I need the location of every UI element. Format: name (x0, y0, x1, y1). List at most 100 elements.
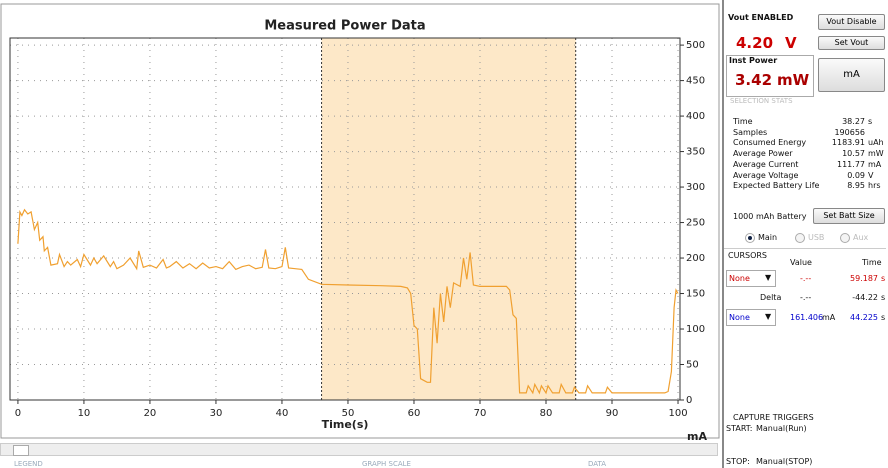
cursor-value: 161.406 (790, 313, 824, 322)
y-tick-label: 400 (686, 111, 705, 122)
radio-label: Main (758, 233, 778, 242)
stat-label: Average Voltage (733, 170, 799, 180)
chart-title: Measured Power Data (264, 19, 425, 34)
stat-unit: mW (868, 149, 884, 159)
dropdown[interactable]: None ▼ (726, 270, 776, 287)
dropdown-text: None (729, 274, 750, 283)
radio-label: USB (808, 233, 825, 242)
cursor-value: -.-- (800, 274, 812, 283)
cursor-time: 59.187 (850, 274, 878, 283)
scroll-thumb[interactable] (13, 445, 29, 456)
inst-power-value: 3.42 (735, 71, 773, 89)
tab[interactable]: DATA (588, 460, 607, 468)
start-value: Manual(Run) (756, 424, 807, 433)
y-tick-label: 450 (686, 76, 705, 87)
data-line (17, 208, 679, 395)
stat-value: 0.09 (847, 170, 865, 180)
time-unit: s (881, 274, 886, 283)
inst-power-box (726, 55, 814, 97)
caret: ▼ (765, 312, 772, 321)
stop-label: STOP: (726, 457, 750, 466)
stat-value: 8.95 (847, 181, 865, 191)
x-tick-label: 70 (474, 408, 487, 419)
cursor-time: 44.225 (850, 313, 878, 322)
inst-power-label: Inst Power (729, 56, 778, 65)
y-tick-label: 500 (686, 40, 705, 51)
y-tick-label: 300 (686, 182, 705, 193)
y-unit: mA (687, 430, 707, 440)
stat-value: 10.57 (842, 149, 865, 159)
button[interactable]: mA (818, 58, 885, 92)
stat-unit: V (868, 170, 874, 180)
dropdown-text: None (729, 313, 750, 322)
button[interactable]: Set Vout (818, 36, 885, 50)
scrollbar[interactable] (0, 443, 718, 456)
time-unit: s (881, 313, 886, 322)
stat-value: 38.27 (842, 117, 865, 126)
x-tick-label: 100 (668, 408, 687, 419)
y-tick-label: 350 (686, 147, 705, 158)
tab[interactable]: LEGEND (14, 460, 43, 468)
stat-unit: s (868, 117, 873, 126)
y-tick-label: 200 (686, 253, 705, 264)
caret: ▼ (765, 273, 772, 282)
stat-value: 1183.91 (831, 138, 865, 148)
vout-status: Vout ENABLED (728, 13, 794, 22)
selection (321, 38, 576, 400)
section-title: SELECTION STATS (730, 97, 793, 105)
x-tick-label: 30 (210, 408, 223, 419)
x-tick-label: 10 (78, 408, 91, 419)
battery-capacity: 1000 (733, 212, 754, 221)
separator (724, 248, 886, 249)
x-tick-label: 20 (144, 408, 157, 419)
y-tick-label: 250 (686, 218, 705, 229)
y-tick-label: 150 (686, 289, 705, 300)
stop-value: Manual(STOP) (756, 457, 813, 466)
x-axis-label: Time(s) (322, 418, 369, 431)
x-tick-label: 60 (408, 408, 421, 419)
delta-time: -44.22 (852, 293, 878, 302)
stat-label: Average Power (733, 149, 793, 159)
stat-label: Expected Battery Life (733, 181, 820, 191)
radio[interactable] (745, 233, 755, 243)
stat-label: Time (733, 117, 753, 126)
section-title: CURSORS (728, 251, 768, 260)
battery-label: mAh Battery (756, 212, 807, 221)
stat-label: Average Current (733, 159, 799, 169)
y-tick-label: 50 (686, 360, 699, 371)
x-tick-label: 0 (15, 408, 21, 419)
radio-dot (748, 236, 752, 240)
stat-unit: hrs (868, 181, 881, 191)
delta-label: Delta (760, 293, 782, 302)
radio[interactable] (795, 233, 805, 243)
x-tick-label: 90 (606, 408, 619, 419)
stat-label: Samples (733, 127, 768, 137)
x-tick-label: 80 (540, 408, 553, 419)
time-unit: s (881, 293, 886, 302)
stat-value: 111.77 (837, 159, 865, 169)
stat-unit: mA (868, 159, 882, 169)
x-tick-label: 40 (276, 408, 289, 419)
button[interactable]: Vout Disable (818, 14, 885, 30)
stat-value: 190656 (834, 127, 865, 137)
column-header: Time (862, 258, 882, 267)
x-tick-label: 50 (342, 408, 355, 419)
vout-value: 4.20 (736, 34, 774, 52)
vout-unit: V (785, 34, 797, 52)
radio[interactable] (840, 233, 850, 243)
tab[interactable]: GRAPH SCALE (362, 460, 411, 468)
start-label: START: (726, 424, 753, 433)
plot-frame (9, 37, 681, 401)
y-tick-label: 0 (686, 395, 692, 406)
stat-label: Consumed Energy (733, 138, 807, 148)
stat-unit: uAh (868, 138, 884, 148)
delta-value: -.-- (800, 293, 812, 302)
radio-label: Aux (853, 233, 869, 242)
button[interactable]: Set Batt Size (813, 208, 885, 224)
section-title: CAPTURE TRIGGERS (733, 413, 814, 422)
dropdown[interactable]: None ▼ (726, 309, 776, 326)
chart: Measured Power Data Time(s) mA 050100150… (0, 3, 720, 440)
column-header: Value (790, 258, 812, 267)
inst-power-unit: mW (777, 71, 810, 89)
